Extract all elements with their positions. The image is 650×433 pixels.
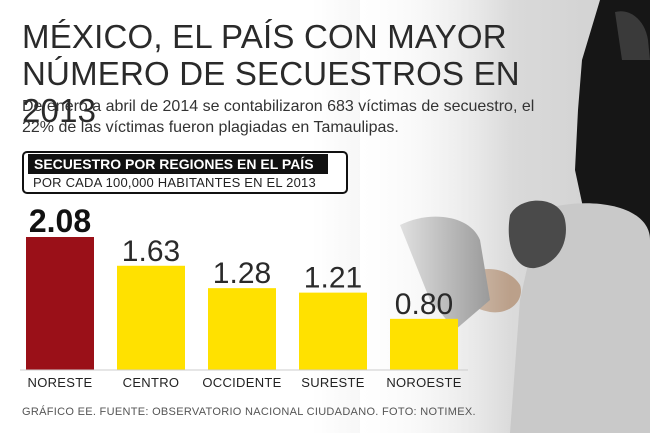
detainee-head-shape <box>508 200 566 269</box>
chart-subtitle: POR CADA 100,000 HABITANTES EN EL 2013 <box>33 175 316 190</box>
value-label: 2.08 <box>29 203 91 239</box>
masked-figure-highlight <box>615 11 650 60</box>
category-label: CENTRO <box>123 375 180 390</box>
category-label: NORESTE <box>28 375 93 390</box>
value-label: 1.21 <box>304 262 362 295</box>
value-label: 0.80 <box>395 288 453 321</box>
source-credit: GRÁFICO EE. FUENTE: OBSERVATORIO NACIONA… <box>22 406 476 418</box>
category-label: SURESTE <box>301 375 365 390</box>
category-label: OCCIDENTE <box>202 375 281 390</box>
value-label: 1.63 <box>122 235 180 268</box>
category-label: NOROESTE <box>386 375 461 390</box>
chart-header-box: SECUESTRO POR REGIONES EN EL PAÍS POR CA… <box>22 151 348 194</box>
page-subtitle: De enero a abril de 2014 se contabilizar… <box>22 98 535 136</box>
value-label: 1.28 <box>213 257 271 290</box>
bar-occidente <box>208 288 276 370</box>
bar-noroeste <box>390 318 458 370</box>
bar-sureste <box>299 292 367 370</box>
bar-centro <box>117 265 185 370</box>
chart-title: SECUESTRO POR REGIONES EN EL PAÍS <box>28 154 328 174</box>
page-title: MÉXICO, EL PAÍS CON MAYOR NÚMERO DE SECU… <box>22 18 520 129</box>
bar-noreste <box>26 237 94 370</box>
background-photo <box>360 0 650 433</box>
